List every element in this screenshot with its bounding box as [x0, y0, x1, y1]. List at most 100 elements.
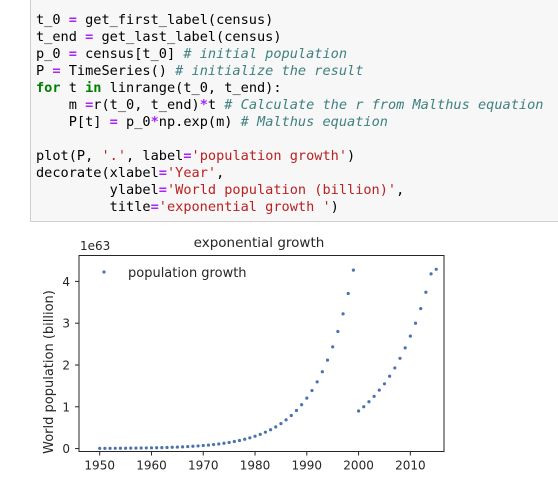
data-point	[108, 446, 112, 450]
code-token: # initialize the result	[175, 63, 364, 79]
code-token: r(t_0, t_end)	[93, 97, 200, 113]
code-token: # Malthus equation	[240, 114, 388, 130]
data-point	[310, 388, 314, 393]
y-tick-label: 3	[62, 317, 70, 331]
code-cell[interactable]: t_0 = get_first_label(census) t_end = get…	[30, 0, 558, 222]
data-point	[243, 437, 247, 441]
code-token: p_0	[117, 114, 151, 130]
data-point	[315, 380, 319, 384]
code-line: m =r(t_0, t_end)*t # Calculate the r fro…	[36, 97, 544, 114]
data-point	[144, 446, 148, 450]
code-token: '.'	[101, 148, 127, 164]
data-point	[165, 445, 169, 450]
data-point	[175, 445, 179, 449]
code-line: t_0 = get_first_label(census)	[36, 12, 543, 29]
data-point	[279, 421, 283, 426]
data-point	[206, 443, 211, 447]
data-point	[331, 345, 335, 349]
code-token: *	[150, 114, 159, 130]
code-token: =	[85, 97, 94, 113]
code-token: np.exp(m)	[158, 114, 241, 130]
data-point	[98, 446, 102, 450]
x-tick-label: 2010	[395, 459, 426, 473]
data-point	[388, 374, 392, 378]
data-point	[341, 312, 345, 316]
code-line: p_0 = census[t_0] # initial population	[36, 46, 543, 63]
data-point	[398, 356, 402, 360]
code-token: )	[347, 148, 356, 164]
code-token: title	[36, 199, 151, 215]
data-point	[160, 445, 164, 450]
data-point	[377, 388, 381, 392]
code-line: decorate(xlabel='Year',	[36, 165, 543, 182]
chart-title: exponential growth	[194, 235, 325, 251]
code-token: plot(P,	[36, 148, 102, 164]
data-point	[103, 446, 107, 450]
code-token: get_last_label(census)	[93, 29, 282, 45]
code-token: , label	[126, 148, 184, 164]
code-token: ,	[396, 182, 405, 198]
data-point	[382, 382, 387, 386]
data-point	[227, 440, 231, 445]
data-point	[284, 418, 288, 422]
data-point	[170, 445, 174, 449]
data-point	[129, 446, 133, 450]
data-point	[367, 400, 371, 404]
code-token: in	[85, 80, 102, 96]
x-tick-label: 1960	[136, 459, 167, 473]
data-point	[289, 413, 293, 418]
code-token: =	[109, 114, 118, 130]
code-line: for t in linrange(t_0, t_end):	[36, 80, 543, 97]
y-tick-label: 0	[62, 442, 70, 456]
code-line: title='exponential growth ')	[36, 199, 543, 216]
code-line: ylabel='World population (billion)',	[36, 182, 543, 199]
data-point	[134, 446, 138, 450]
x-tick-label: 1980	[240, 459, 271, 473]
code-token: )	[330, 199, 339, 215]
legend-marker	[102, 270, 106, 274]
data-point	[155, 446, 159, 450]
code-token: get_first_label(census)	[76, 12, 274, 28]
data-point	[372, 394, 376, 398]
data-point	[429, 272, 433, 276]
y-tick-label: 1	[62, 400, 70, 414]
chart-svg: exponential growth 1e63 World population…	[42, 235, 445, 473]
code-line: plot(P, '.', label='population growth')	[36, 148, 543, 165]
data-point	[248, 436, 252, 440]
code-editor[interactable]: t_0 = get_first_label(census) t_end = get…	[36, 12, 543, 216]
code-token: # Calculate the r from Malthus equation	[224, 97, 544, 113]
code-token: census[t_0]	[76, 46, 184, 62]
code-token: 'Year'	[166, 165, 217, 181]
data-point	[393, 366, 397, 370]
code-token: ylabel	[36, 182, 159, 198]
x-tick-label: 1950	[84, 459, 115, 473]
data-point	[139, 446, 143, 450]
data-point	[237, 438, 242, 443]
code-token: t	[207, 97, 225, 113]
plot-output: exponential growth 1e63 World population…	[0, 230, 558, 473]
data-point	[294, 408, 299, 413]
code-line: t_end = get_last_label(census)	[36, 29, 543, 46]
data-point	[232, 439, 236, 444]
code-token: P	[36, 63, 53, 79]
x-tick-label: 1990	[292, 459, 323, 473]
data-point	[196, 444, 200, 448]
code-token: =	[158, 182, 167, 198]
data-point	[320, 370, 324, 374]
code-token: =	[52, 63, 61, 79]
y-tick-label: 2	[62, 358, 70, 372]
code-token: 'exponential growth '	[158, 199, 331, 215]
legend: population growth	[102, 266, 247, 281]
data-point	[217, 442, 221, 446]
code-token: =	[158, 165, 167, 181]
code-token: t	[60, 80, 86, 96]
code-line: P[t] = p_0*np.exp(m) # Malthus equation	[36, 114, 543, 131]
data-point	[325, 358, 330, 362]
data-point	[419, 306, 423, 311]
y-axis-offset-text: 1e63	[80, 239, 110, 253]
data-point	[149, 446, 154, 450]
data-point	[351, 268, 355, 272]
data-point	[123, 446, 128, 450]
y-tick-label: 4	[62, 275, 70, 289]
code-token: *	[199, 97, 208, 113]
